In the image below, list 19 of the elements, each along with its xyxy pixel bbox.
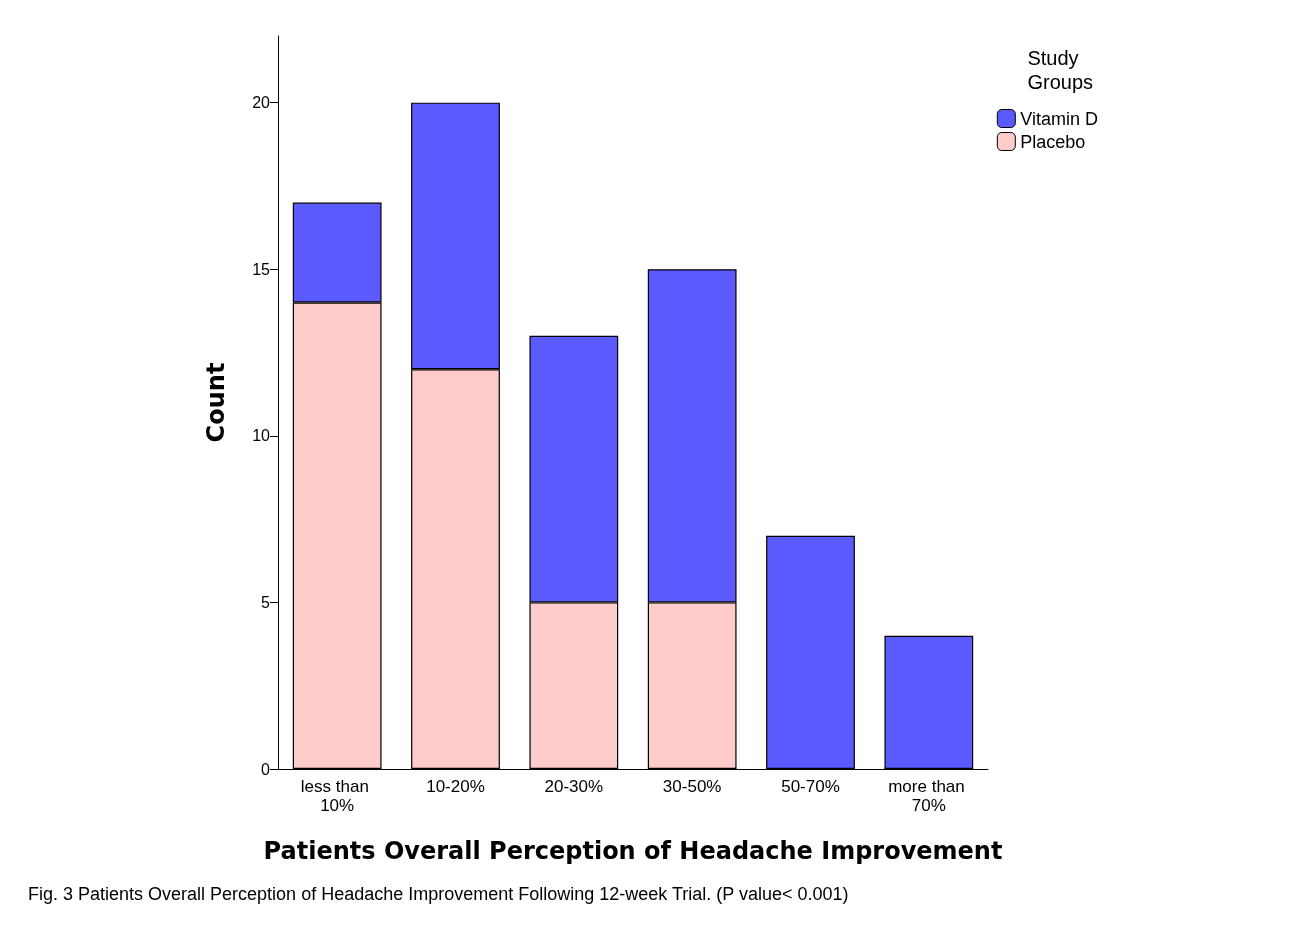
y-tick-label: 15 [252,260,271,278]
y-tick-label: 20 [252,94,271,112]
legend-label: Placebo [1020,131,1086,152]
caption: Fig. 3 Patients Overall Perception of Headache Improvement Following 12-week Trial. (P value< 0.001) [28,884,849,904]
y-tick-label: 10 [252,427,271,445]
legend-label: Vitamin D [1020,108,1099,129]
bar [766,535,855,769]
x-tick-label: more than 70% [888,777,970,815]
y-tick-label: 5 [261,593,271,611]
x-tick-label: 30-50% [662,777,722,796]
x-tick-label: 50-70% [781,777,840,796]
x-tick-label: 20-30% [544,777,604,796]
y-tick-label: 0 [261,760,271,778]
y-axis-title: Count [202,362,230,443]
x-axis-title: Patients Overall Perception of Headache Improvement [263,837,1003,865]
bar [884,635,974,769]
x-tick-label: less than 10% [300,777,374,815]
legend-title: Study Groups [1027,47,1094,93]
x-tick-label: 10-20% [426,777,485,796]
